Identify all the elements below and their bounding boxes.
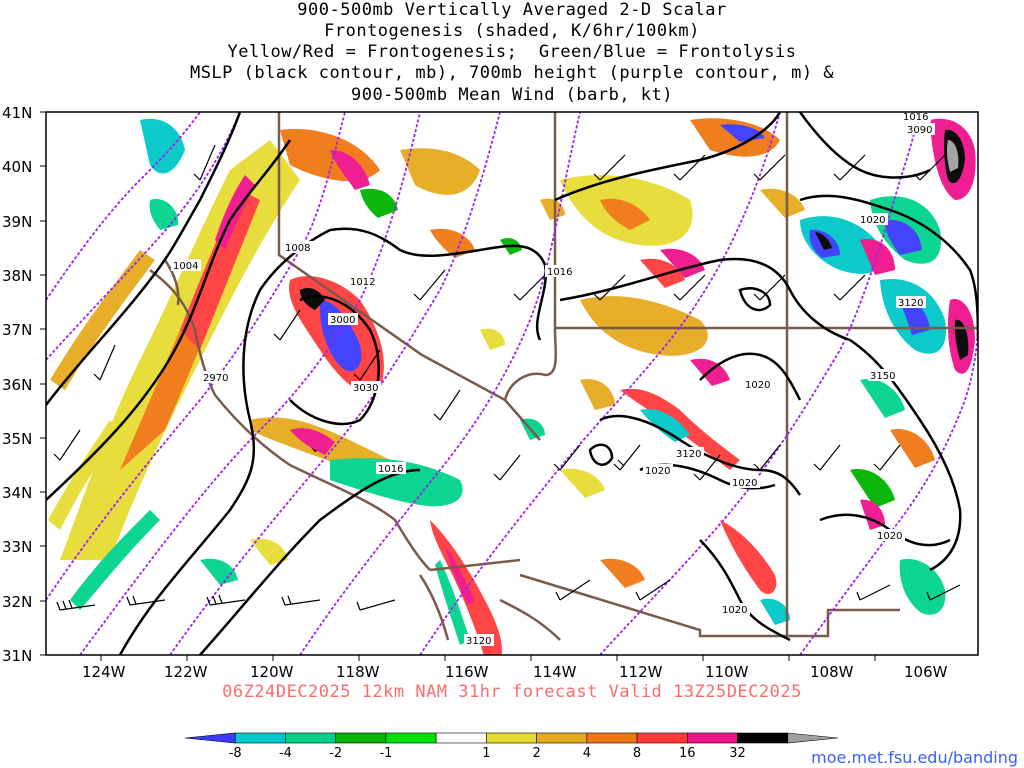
- lon-label: 112W: [619, 663, 663, 681]
- height-label-3120-a: 3120: [676, 449, 701, 460]
- lon-label: 110W: [705, 663, 749, 681]
- lat-label: 34N: [2, 484, 32, 502]
- title-line-5: 900-500mb Mean Wind (barb, kt): [350, 85, 674, 105]
- colorbar-swatch: [586, 732, 638, 744]
- lat-label: 36N: [2, 376, 32, 394]
- mslp-label-1020-f: 1020: [722, 605, 747, 616]
- colorbar-swatch: [636, 732, 688, 744]
- colorbar-swatch: [687, 732, 738, 744]
- latitude-axis: 41N 40N 39N 38N 37N 36N 35N 34N 33N 32N …: [2, 104, 46, 665]
- colorbar-swatch: [335, 732, 387, 744]
- colorbar-swatch: [536, 732, 588, 744]
- colorbar-label: 2: [532, 746, 540, 761]
- colorbar-label: -1: [379, 746, 392, 761]
- colorbar-label: 4: [583, 746, 591, 761]
- colorbar-label: 32: [729, 746, 746, 761]
- colorbar-swatch: [737, 732, 789, 744]
- height-label-3000: 3000: [330, 315, 355, 326]
- wind-barbs: [53, 144, 961, 611]
- title-line-3: Yellow/Red = Frontogenesis; Green/Blue =…: [227, 42, 797, 62]
- colorbar: -8 -4 -2 -1 1 2 4 8 16 32: [184, 732, 839, 761]
- lat-label: 32N: [2, 593, 32, 611]
- colorbar-swatch: [234, 732, 286, 744]
- title-line-2: Frontogenesis (shaded, K/6hr/100km): [324, 21, 700, 41]
- lat-label: 41N: [2, 104, 32, 122]
- contour-labels: 1004 1008 1012 1016 1016 1016 1020 1020 …: [171, 112, 935, 647]
- lon-label: 124W: [82, 663, 126, 681]
- height-contours: [46, 112, 978, 655]
- lat-label: 35N: [2, 430, 32, 448]
- mslp-label-1020-c: 1020: [732, 478, 757, 489]
- longitude-axis: 124W 122W 120W 118W 116W 114W 112W 110W …: [82, 655, 948, 681]
- colorbar-swatch: [787, 732, 839, 744]
- colorbar-label: 16: [679, 746, 696, 761]
- lat-label: 39N: [2, 213, 32, 231]
- colorbar-label: 1: [482, 746, 490, 761]
- lon-label: 116W: [445, 663, 489, 681]
- lat-label: 40N: [2, 158, 32, 176]
- lon-label: 122W: [164, 663, 208, 681]
- mslp-label-1016-c: 1016: [903, 112, 928, 123]
- colorbar-swatch: [435, 732, 487, 744]
- colorbar-swatch: [285, 732, 336, 744]
- lon-label: 108W: [810, 663, 854, 681]
- height-label-3150: 3150: [870, 371, 895, 382]
- height-label-3090: 3090: [907, 125, 932, 136]
- mslp-label-1008: 1008: [285, 243, 310, 254]
- mslp-label-1012: 1012: [350, 277, 375, 288]
- colorbar-label: -4: [279, 746, 292, 761]
- source-credit-link[interactable]: moe.met.fsu.edu/banding: [811, 748, 1018, 767]
- height-label-3030: 3030: [353, 383, 378, 394]
- forecast-valid-time: 06Z24DEC2025 12km NAM 31hr forecast Vali…: [222, 682, 802, 702]
- mslp-label-1020-e: 1020: [877, 531, 902, 542]
- title-line-1: 900-500mb Vertically Averaged 2-D Scalar: [297, 0, 727, 20]
- lat-label: 31N: [2, 647, 32, 665]
- lon-label: 118W: [336, 663, 380, 681]
- height-label-3120-c: 3120: [466, 636, 491, 647]
- lon-label: 120W: [250, 663, 294, 681]
- mslp-label-1016-a: 1016: [378, 464, 403, 475]
- colorbar-swatch: [385, 732, 437, 744]
- lon-label: 114W: [533, 663, 577, 681]
- colorbar-swatch: [184, 732, 236, 744]
- colorbar-label: -8: [229, 746, 242, 761]
- lat-label: 37N: [2, 321, 32, 339]
- lat-label: 33N: [2, 538, 32, 556]
- mslp-label-1020-d: 1020: [860, 215, 885, 226]
- mslp-label-1004: 1004: [173, 261, 198, 272]
- mslp-label-1020-a: 1020: [745, 380, 770, 391]
- state-borders: [149, 112, 978, 641]
- mslp-label-1016-b: 1016: [547, 267, 572, 278]
- lat-label: 38N: [2, 267, 32, 285]
- height-label-2970: 2970: [203, 373, 228, 384]
- colorbar-label: -2: [329, 746, 342, 761]
- mslp-contours: [46, 112, 978, 655]
- height-label-3120-b: 3120: [898, 298, 923, 309]
- colorbar-swatch: [486, 732, 537, 744]
- colorbar-label: 8: [633, 746, 641, 761]
- title-line-4: MSLP (black contour, mb), 700mb height (…: [189, 63, 835, 83]
- map-plot-area: 1004 1008 1012 1016 1016 1016 1020 1020 …: [46, 112, 978, 655]
- lon-label: 106W: [904, 663, 948, 681]
- mslp-label-1020-b: 1020: [645, 466, 670, 477]
